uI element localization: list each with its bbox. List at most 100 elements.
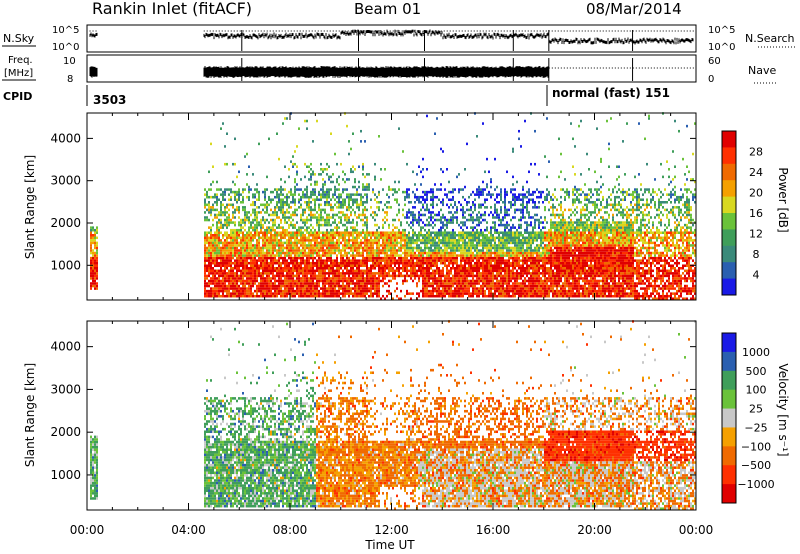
data-cell	[346, 231, 348, 234]
data-cell	[216, 279, 218, 283]
data-cell	[348, 261, 350, 265]
data-cell	[346, 226, 348, 229]
data-cell	[256, 259, 258, 262]
data-cell	[292, 246, 294, 250]
data-cell	[346, 188, 348, 191]
data-cell	[282, 211, 284, 214]
data-cell	[208, 208, 210, 212]
data-cell	[332, 195, 334, 199]
data-cell	[234, 244, 236, 247]
data-cell	[96, 287, 98, 290]
data-cell	[280, 208, 282, 212]
data-cell	[302, 208, 304, 212]
data-cell	[346, 195, 348, 199]
data-cell	[96, 236, 98, 240]
data-cell	[380, 234, 382, 237]
data-cell	[438, 244, 440, 247]
data-cell	[348, 234, 350, 237]
data-cell	[322, 236, 324, 240]
data-cell	[286, 216, 288, 219]
data-cell	[312, 213, 314, 217]
data-cell	[436, 251, 438, 255]
data-cell	[352, 261, 354, 265]
data-cell	[288, 292, 290, 295]
data-cell	[280, 221, 282, 224]
data-cell	[324, 259, 326, 262]
data-cell	[290, 272, 292, 275]
data-cell	[278, 289, 280, 293]
data-cell	[290, 241, 292, 245]
data-cell	[268, 195, 270, 199]
data-cell	[310, 241, 312, 245]
data-cell	[306, 201, 308, 204]
data-cell	[204, 203, 206, 207]
data-cell	[340, 218, 342, 222]
data-cell	[448, 282, 450, 285]
data-cell	[272, 213, 274, 217]
data-cell	[316, 261, 318, 265]
data-cell	[446, 256, 448, 260]
data-cell	[260, 246, 262, 250]
data-cell	[366, 234, 368, 237]
data-cell	[338, 272, 340, 275]
data-cell	[206, 193, 208, 196]
data-cell	[406, 264, 408, 267]
data-cell	[406, 241, 408, 245]
data-cell	[328, 241, 330, 245]
data-cell	[334, 274, 336, 278]
data-cell	[388, 256, 390, 260]
data-cell	[338, 289, 340, 293]
data-cell	[312, 244, 314, 247]
data-cell	[270, 272, 272, 275]
data-cell	[424, 201, 426, 204]
data-cell	[336, 234, 338, 237]
data-cell	[438, 241, 440, 245]
data-cell	[298, 246, 300, 250]
data-cell	[426, 246, 428, 250]
data-cell	[308, 201, 310, 204]
data-cell	[234, 162, 236, 166]
data-cell	[272, 226, 274, 229]
data-cell	[446, 274, 448, 278]
data-cell	[310, 287, 312, 290]
data-cell	[312, 294, 314, 298]
data-cell	[430, 231, 432, 234]
data-cell	[92, 274, 94, 278]
data-cell	[274, 274, 276, 278]
data-cell	[366, 282, 368, 285]
data-cell	[354, 294, 356, 298]
data-cell	[94, 261, 96, 265]
data-cell	[348, 193, 350, 196]
data-cell	[276, 195, 278, 199]
data-cell	[208, 274, 210, 278]
data-cell	[354, 277, 356, 280]
data-cell	[276, 261, 278, 265]
data-cell	[304, 193, 306, 196]
data-cell	[442, 279, 444, 283]
data-cell	[336, 259, 338, 262]
data-cell	[448, 251, 450, 255]
data-cell	[96, 251, 98, 255]
data-cell	[418, 239, 420, 242]
data-cell	[358, 213, 360, 217]
data-cell	[216, 287, 218, 290]
data-cell	[290, 236, 292, 240]
data-cell	[440, 218, 442, 222]
data-cell	[340, 193, 342, 196]
data-cell	[386, 264, 388, 267]
data-cell	[410, 256, 412, 260]
data-cell	[382, 272, 384, 275]
data-cell	[322, 170, 324, 174]
data-cell	[330, 279, 332, 283]
data-cell	[280, 211, 282, 214]
data-cell	[368, 185, 370, 189]
data-cell	[418, 221, 420, 224]
data-cell	[372, 264, 374, 267]
data-cell	[290, 213, 292, 217]
data-cell	[430, 239, 432, 242]
data-cell	[232, 241, 234, 245]
data-cell	[226, 244, 228, 247]
data-cell	[224, 259, 226, 262]
data-cell	[244, 267, 246, 270]
data-cell	[208, 206, 210, 209]
